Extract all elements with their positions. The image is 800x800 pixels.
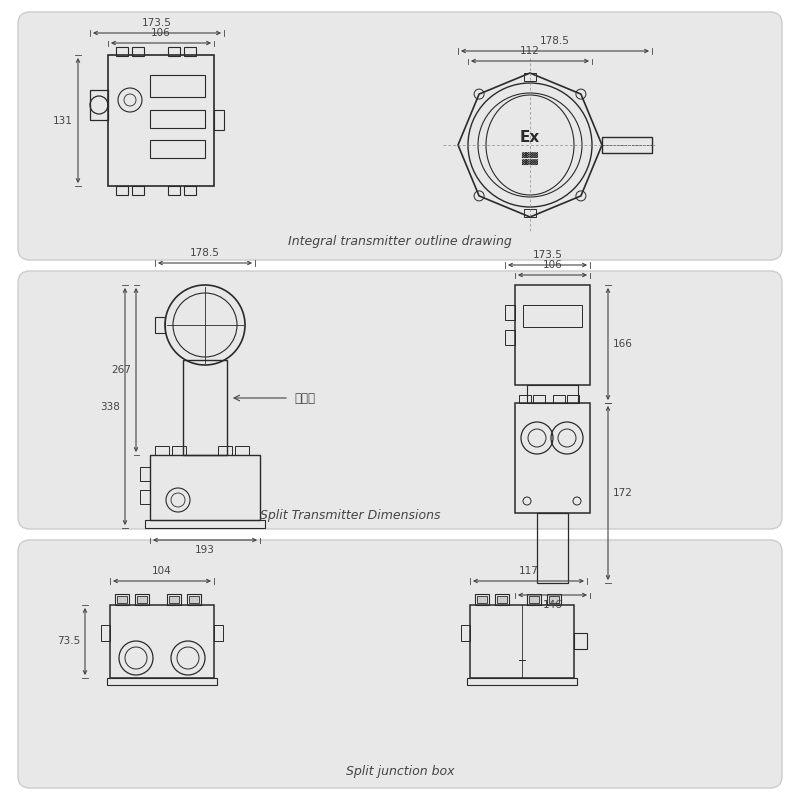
Text: 193: 193	[195, 545, 215, 555]
Bar	[602, 137, 652, 153]
Bar	[537, 513, 568, 583]
Bar	[183, 360, 227, 455]
FancyBboxPatch shape	[18, 12, 782, 260]
Bar	[150, 110, 205, 128]
Text: 117: 117	[518, 566, 538, 576]
Bar	[533, 395, 545, 403]
Bar	[574, 633, 587, 649]
Bar	[218, 446, 232, 455]
Bar	[495, 594, 509, 605]
Bar	[467, 678, 577, 685]
Bar	[107, 678, 217, 685]
Text: Integral transmitter outline drawing: Integral transmitter outline drawing	[288, 235, 512, 248]
Bar	[155, 446, 169, 455]
Bar	[116, 47, 128, 56]
Text: 172: 172	[613, 488, 633, 498]
Bar	[172, 446, 186, 455]
Bar	[527, 385, 578, 403]
Text: 173.5: 173.5	[142, 18, 172, 28]
Bar	[132, 47, 144, 56]
Bar	[553, 395, 565, 403]
Bar	[140, 467, 150, 481]
Text: ▓▓▓▓: ▓▓▓▓	[522, 152, 538, 158]
Bar	[189, 596, 199, 603]
Bar	[101, 625, 110, 641]
Text: ▓▓▓▓: ▓▓▓▓	[522, 159, 538, 165]
Text: Ex: Ex	[520, 130, 540, 145]
Text: 146: 146	[542, 600, 562, 610]
Text: Split junction box: Split junction box	[346, 765, 454, 778]
Bar	[470, 605, 574, 678]
Text: 安装管: 安装管	[294, 391, 315, 405]
Bar	[461, 625, 470, 641]
Bar	[117, 596, 127, 603]
Bar	[523, 305, 582, 327]
Bar	[150, 455, 260, 520]
Text: 131: 131	[53, 115, 73, 126]
Bar	[549, 596, 559, 603]
Bar	[168, 186, 180, 195]
Text: 104: 104	[152, 566, 172, 576]
Bar	[116, 186, 128, 195]
Bar	[505, 330, 515, 345]
Bar	[132, 186, 144, 195]
Bar	[214, 625, 223, 641]
FancyBboxPatch shape	[18, 271, 782, 529]
Bar	[547, 594, 561, 605]
Bar	[184, 47, 196, 56]
Bar	[524, 73, 536, 81]
Text: 173.5: 173.5	[533, 250, 562, 260]
Text: 178.5: 178.5	[190, 248, 220, 258]
Bar	[235, 446, 249, 455]
Bar	[108, 55, 214, 186]
Text: Split Transmitter Dimensions: Split Transmitter Dimensions	[260, 509, 440, 522]
Bar	[169, 596, 179, 603]
Bar	[567, 395, 579, 403]
Text: 106: 106	[542, 260, 562, 270]
Text: 73.5: 73.5	[57, 637, 80, 646]
Bar	[150, 75, 205, 97]
Text: 267: 267	[111, 365, 131, 375]
Bar	[515, 285, 590, 385]
Bar	[110, 605, 214, 678]
Bar	[137, 596, 147, 603]
Bar	[524, 209, 536, 217]
Text: 178.5: 178.5	[540, 36, 570, 46]
Bar	[214, 110, 224, 130]
Bar	[90, 90, 108, 120]
Bar	[515, 403, 590, 513]
Bar	[187, 594, 201, 605]
Bar	[477, 596, 487, 603]
Text: 338: 338	[100, 402, 120, 411]
Bar	[155, 317, 165, 333]
Bar	[519, 395, 531, 403]
Bar	[115, 594, 129, 605]
Bar	[527, 594, 541, 605]
Text: 112: 112	[520, 46, 540, 56]
Bar	[140, 490, 150, 504]
Text: 106: 106	[151, 28, 171, 38]
FancyBboxPatch shape	[18, 540, 782, 788]
Bar	[150, 140, 205, 158]
Bar	[529, 596, 539, 603]
Bar	[497, 596, 507, 603]
Bar	[168, 47, 180, 56]
Bar	[505, 305, 515, 320]
Bar	[475, 594, 489, 605]
Bar	[167, 594, 181, 605]
Bar	[145, 520, 265, 528]
Text: 166: 166	[613, 339, 633, 349]
Bar	[184, 186, 196, 195]
Bar	[135, 594, 149, 605]
